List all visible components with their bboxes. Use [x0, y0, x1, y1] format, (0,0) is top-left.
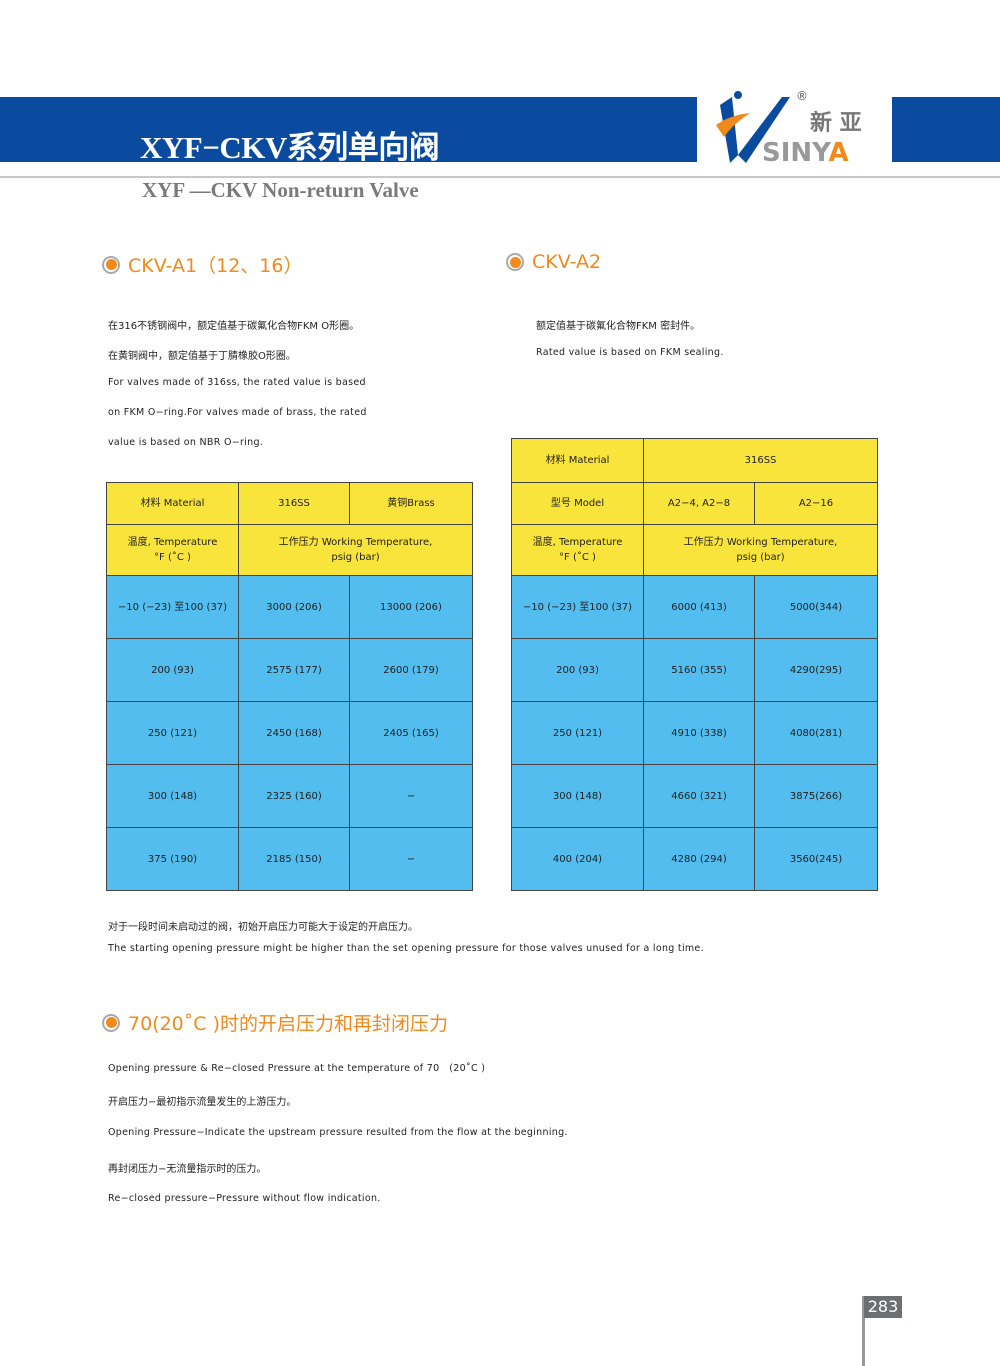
text-line: Re−closed pressure−Pressure without flow… [108, 1193, 381, 1204]
header-cell: 工作压力 Working Temperature, psig (bar) [642, 524, 879, 576]
table-cell: − [349, 764, 473, 828]
table-cell: 4290(295) [753, 638, 879, 702]
svg-text:®: ® [796, 89, 808, 103]
header-cell: 材料 Material [511, 438, 644, 483]
header-cell: 温度, Temperature °F (˚C ) [106, 524, 239, 576]
sinya-logo: ® 新 亚 SINYA [710, 85, 890, 170]
table-a1: 材料 Material 316SS 黄铜Brass 温度, Temperature °… [106, 482, 473, 891]
table-cell: 400 (204) [511, 827, 644, 891]
table-row: 250 (121) 4910 (338) 4080(281) [511, 701, 879, 765]
table-cell: 5000(344) [753, 575, 879, 639]
page-marker-line [862, 1296, 865, 1366]
text-line: 额定值基于碳氟化合物FKM 密封件。 [536, 321, 701, 332]
note-cn: 对于一段时间未启动过的阀，初始开启压力可能大于设定的开启压力。 [108, 922, 418, 933]
table-cell: 2325 (160) [238, 764, 350, 828]
svg-text:SINYA: SINYA [762, 138, 849, 168]
page-subtitle: XYF —CKV Non-return Valve [142, 178, 419, 202]
table-cell: 4280 (294) [643, 827, 755, 891]
table-cell: −10 (−23) 至100 (37) [106, 575, 239, 639]
table-cell: 200 (93) [511, 638, 644, 702]
header-cell: 型号 Model [511, 482, 644, 525]
table-cell: 200 (93) [106, 638, 239, 702]
table-cell: 3560(245) [753, 827, 879, 891]
table-row: 200 (93) 5160 (355) 4290(295) [511, 638, 879, 702]
table-cell: 3000 (206) [238, 575, 350, 639]
header-cell: 316SS [642, 438, 879, 483]
header-band [0, 97, 697, 162]
note-en: The starting opening pressure might be h… [108, 943, 704, 954]
table-cell: 4660 (321) [643, 764, 755, 828]
table-cell: 2575 (177) [238, 638, 350, 702]
table-cell: 375 (190) [106, 827, 239, 891]
table-row: −10 (−23) 至100 (37) 3000 (206) 13000 (206) [106, 575, 473, 639]
table-cell: 300 (148) [106, 764, 239, 828]
header-cell: 黄铜Brass [349, 482, 473, 525]
table-cell: 250 (121) [106, 701, 239, 765]
text-line: 开启压力−最初指示流量发生的上游压力。 [108, 1097, 297, 1108]
table-cell: 250 (121) [511, 701, 644, 765]
text-line: Opening Pressure−Indicate the upstream p… [108, 1127, 568, 1138]
text-line: on FKM O−ring.For valves made of brass, … [108, 407, 367, 418]
page-number: 283 [864, 1296, 902, 1318]
table-row: 375 (190) 2185 (150) − [106, 827, 473, 891]
table-cell: 2600 (179) [349, 638, 473, 702]
table-cell: 2405 (165) [349, 701, 473, 765]
table-cell: 13000 (206) [349, 575, 473, 639]
section-title-text: 70(20˚C )时的开启压力和再封闭压力 [128, 1013, 448, 1035]
svg-text:新 亚: 新 亚 [810, 110, 862, 136]
table-cell: 300 (148) [511, 764, 644, 828]
table-cell: 2450 (168) [238, 701, 350, 765]
bullet-icon [102, 1013, 120, 1032]
table-a2: 材料 Material 316SS 型号 Model A2−4, A2−8 A2−16… [511, 438, 879, 891]
table-cell: 6000 (413) [643, 575, 755, 639]
header-cell: 温度, Temperature °F (˚C ) [511, 524, 644, 576]
bullet-icon [506, 253, 524, 271]
table-cell: − [349, 827, 473, 891]
bullet-icon [102, 255, 120, 274]
header-cell: 材料 Material [106, 482, 239, 525]
header-band-right [892, 97, 1000, 162]
header-cell: A2−16 [753, 482, 879, 525]
section-title-a1: CKV-A1（12、16） [102, 251, 303, 278]
divider [0, 176, 1000, 178]
text-line: For valves made of 316ss, the rated valu… [108, 377, 366, 388]
page-title: XYF−CKV系列单向阀 [140, 130, 440, 165]
section-title-text: CKV-A2 [532, 251, 602, 273]
table-cell: 4080(281) [753, 701, 879, 765]
table-cell: 2185 (150) [238, 827, 350, 891]
section-title-text: CKV-A1（12、16） [128, 255, 303, 277]
section-title-a2: CKV-A2 [506, 251, 601, 273]
header-cell: A2−4, A2−8 [643, 482, 755, 525]
table-cell: 5160 (355) [643, 638, 755, 702]
table-row: 400 (204) 4280 (294) 3560(245) [511, 827, 879, 891]
text-line: 在黄铜阀中，额定值基于丁腈橡胶O形圈。 [108, 351, 296, 362]
table-row: 200 (93) 2575 (177) 2600 (179) [106, 638, 473, 702]
table-cell: 4910 (338) [643, 701, 755, 765]
table-row: 300 (148) 4660 (321) 3875(266) [511, 764, 879, 828]
text-line: value is based on NBR O−ring. [108, 437, 264, 448]
table-row: 300 (148) 2325 (160) − [106, 764, 473, 828]
text-line: Rated value is based on FKM sealing. [536, 347, 724, 358]
text-line: 再封闭压力−无流量指示时的压力。 [108, 1164, 267, 1175]
header-cell: 316SS [238, 482, 350, 525]
text-line: 在316不锈钢阀中，额定值基于碳氟化合物FKM O形圈。 [108, 321, 360, 332]
section-title-opening: 70(20˚C )时的开启压力和再封闭压力 [102, 1009, 448, 1036]
table-row: 250 (121) 2450 (168) 2405 (165) [106, 701, 473, 765]
header-cell: 工作压力 Working Temperature, psig (bar) [238, 524, 473, 576]
table-row: −10 (−23) 至100 (37) 6000 (413) 5000(344) [511, 575, 879, 639]
text-line: Opening pressure & Re−closed Pressure at… [108, 1063, 486, 1074]
table-cell: −10 (−23) 至100 (37) [511, 575, 644, 639]
table-cell: 3875(266) [753, 764, 879, 828]
